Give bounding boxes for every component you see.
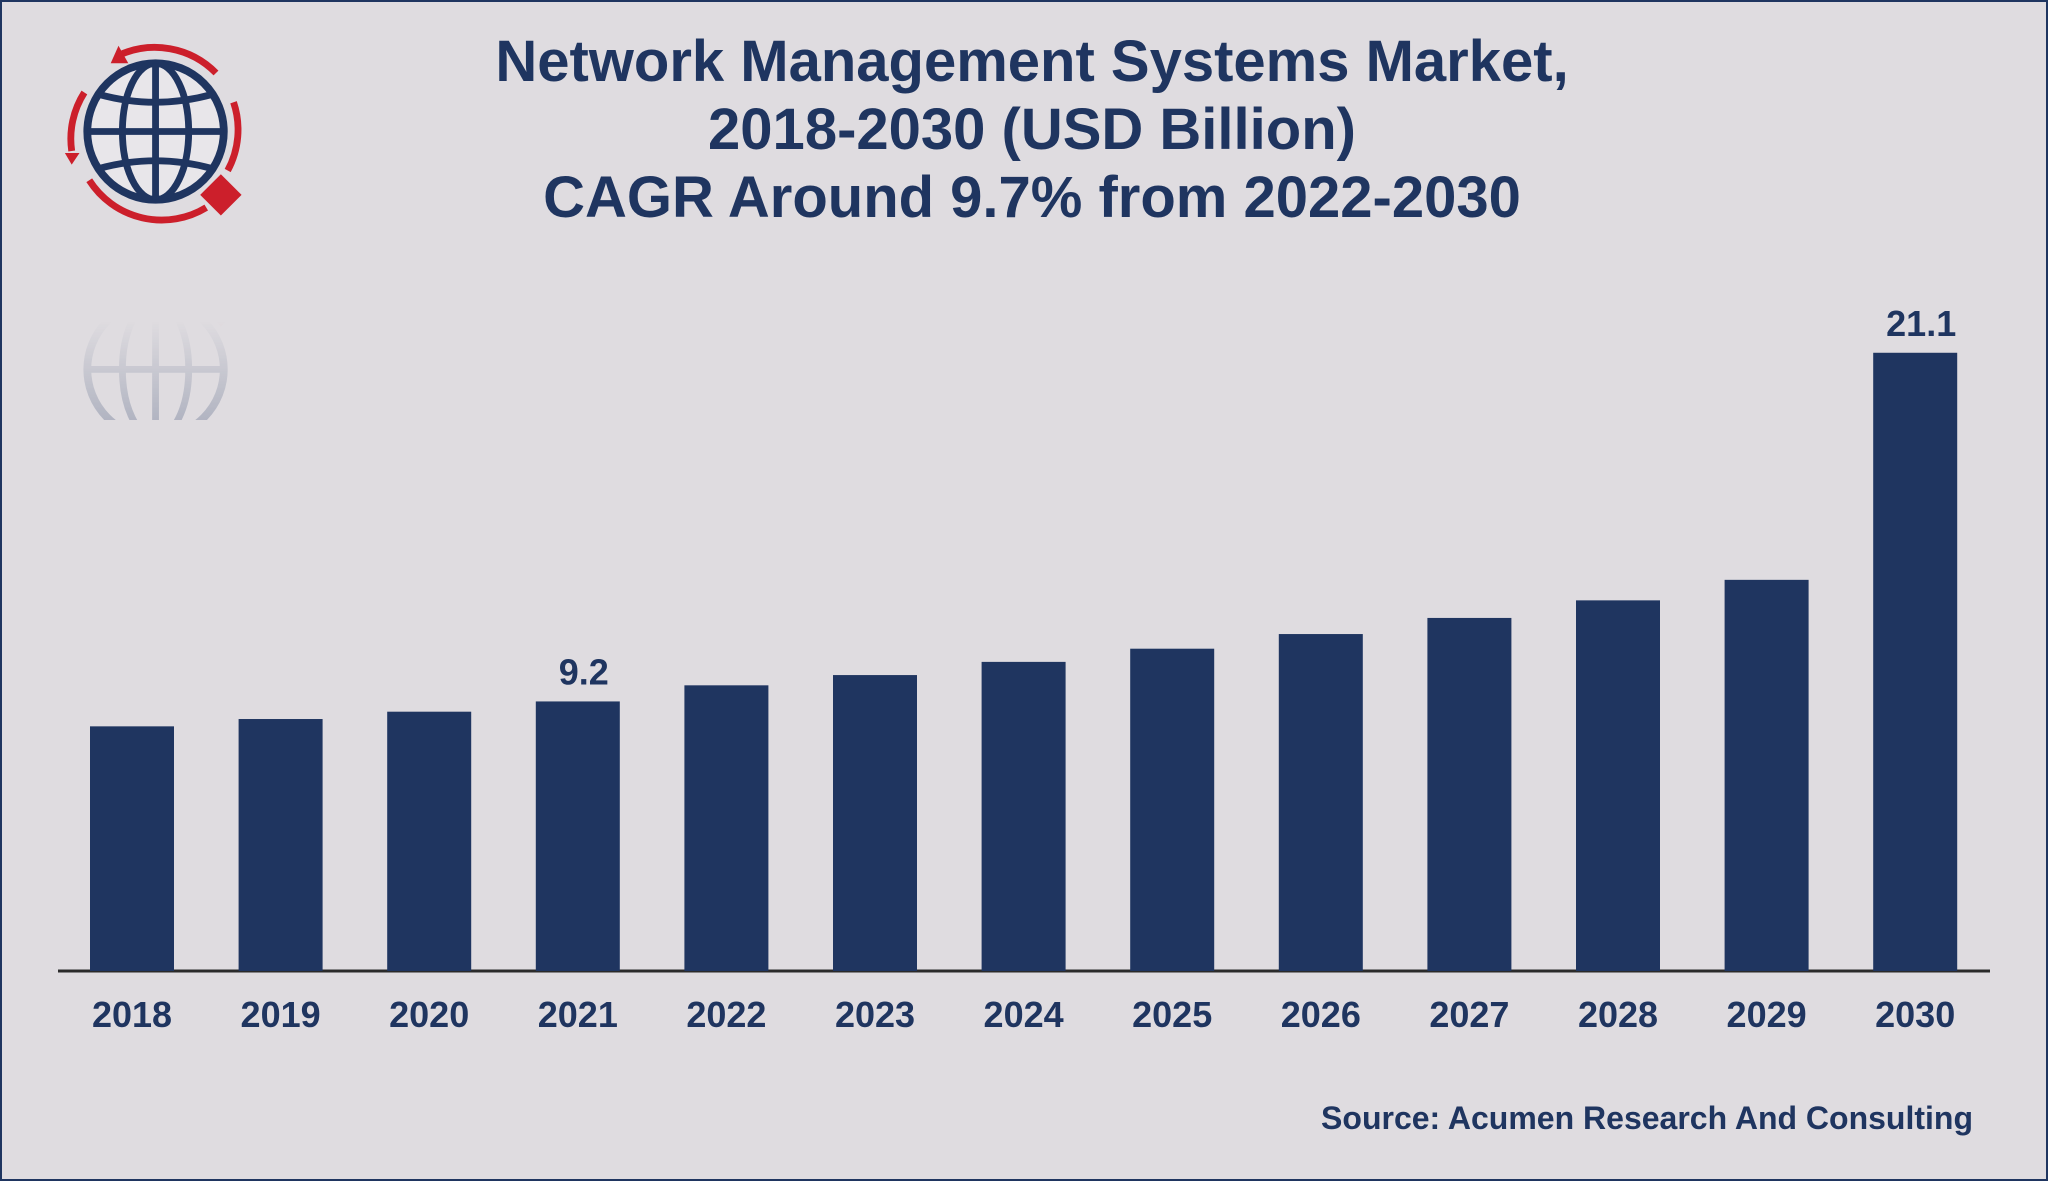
x-tick-label-2030: 2030 xyxy=(1875,994,1955,1035)
bar-2027 xyxy=(1427,617,1512,971)
bar-2019 xyxy=(238,719,323,971)
x-tick-label-2024: 2024 xyxy=(984,994,1064,1035)
bar-2029 xyxy=(1724,579,1809,971)
globe-logo-reflection-icon xyxy=(83,285,242,420)
x-tick-label-2026: 2026 xyxy=(1281,994,1361,1035)
bar-2023 xyxy=(833,675,917,971)
x-tick-label-2020: 2020 xyxy=(389,994,469,1035)
bar-2024 xyxy=(981,661,1066,971)
data-label-2030: 21.1 xyxy=(1886,303,1956,344)
x-tick-label-2023: 2023 xyxy=(835,994,915,1035)
bar-2021 xyxy=(535,701,620,971)
title-line-3: CAGR Around 9.7% from 2022-2030 xyxy=(543,165,1521,230)
x-tick-label-2025: 2025 xyxy=(1132,994,1212,1035)
bar-2018 xyxy=(90,726,174,971)
bar-2025 xyxy=(1130,648,1215,971)
title-line-2: 2018-2030 (USD Billion) xyxy=(708,97,1356,162)
bar-2020 xyxy=(387,711,472,971)
bar-2022 xyxy=(684,685,769,971)
bar-2028 xyxy=(1576,600,1660,971)
bar-2026 xyxy=(1278,634,1363,971)
title-line-1: Network Management Systems Market, xyxy=(495,29,1569,94)
x-tick-label-2019: 2019 xyxy=(241,994,321,1035)
bar-2030 xyxy=(1873,352,1958,971)
globe-logo-icon xyxy=(64,43,242,224)
source-note: Source: Acumen Research And Consulting xyxy=(1321,1100,1973,1136)
x-tick-label-2021: 2021 xyxy=(538,994,618,1035)
x-tick-label-2027: 2027 xyxy=(1429,994,1509,1035)
data-label-2021: 9.2 xyxy=(559,651,609,692)
x-tick-label-2029: 2029 xyxy=(1727,994,1807,1035)
x-tick-label-2028: 2028 xyxy=(1578,994,1658,1035)
x-tick-label-2022: 2022 xyxy=(686,994,766,1035)
chart-title: Network Management Systems Market, 2018-… xyxy=(332,28,1732,232)
x-tick-label-2018: 2018 xyxy=(92,994,172,1035)
